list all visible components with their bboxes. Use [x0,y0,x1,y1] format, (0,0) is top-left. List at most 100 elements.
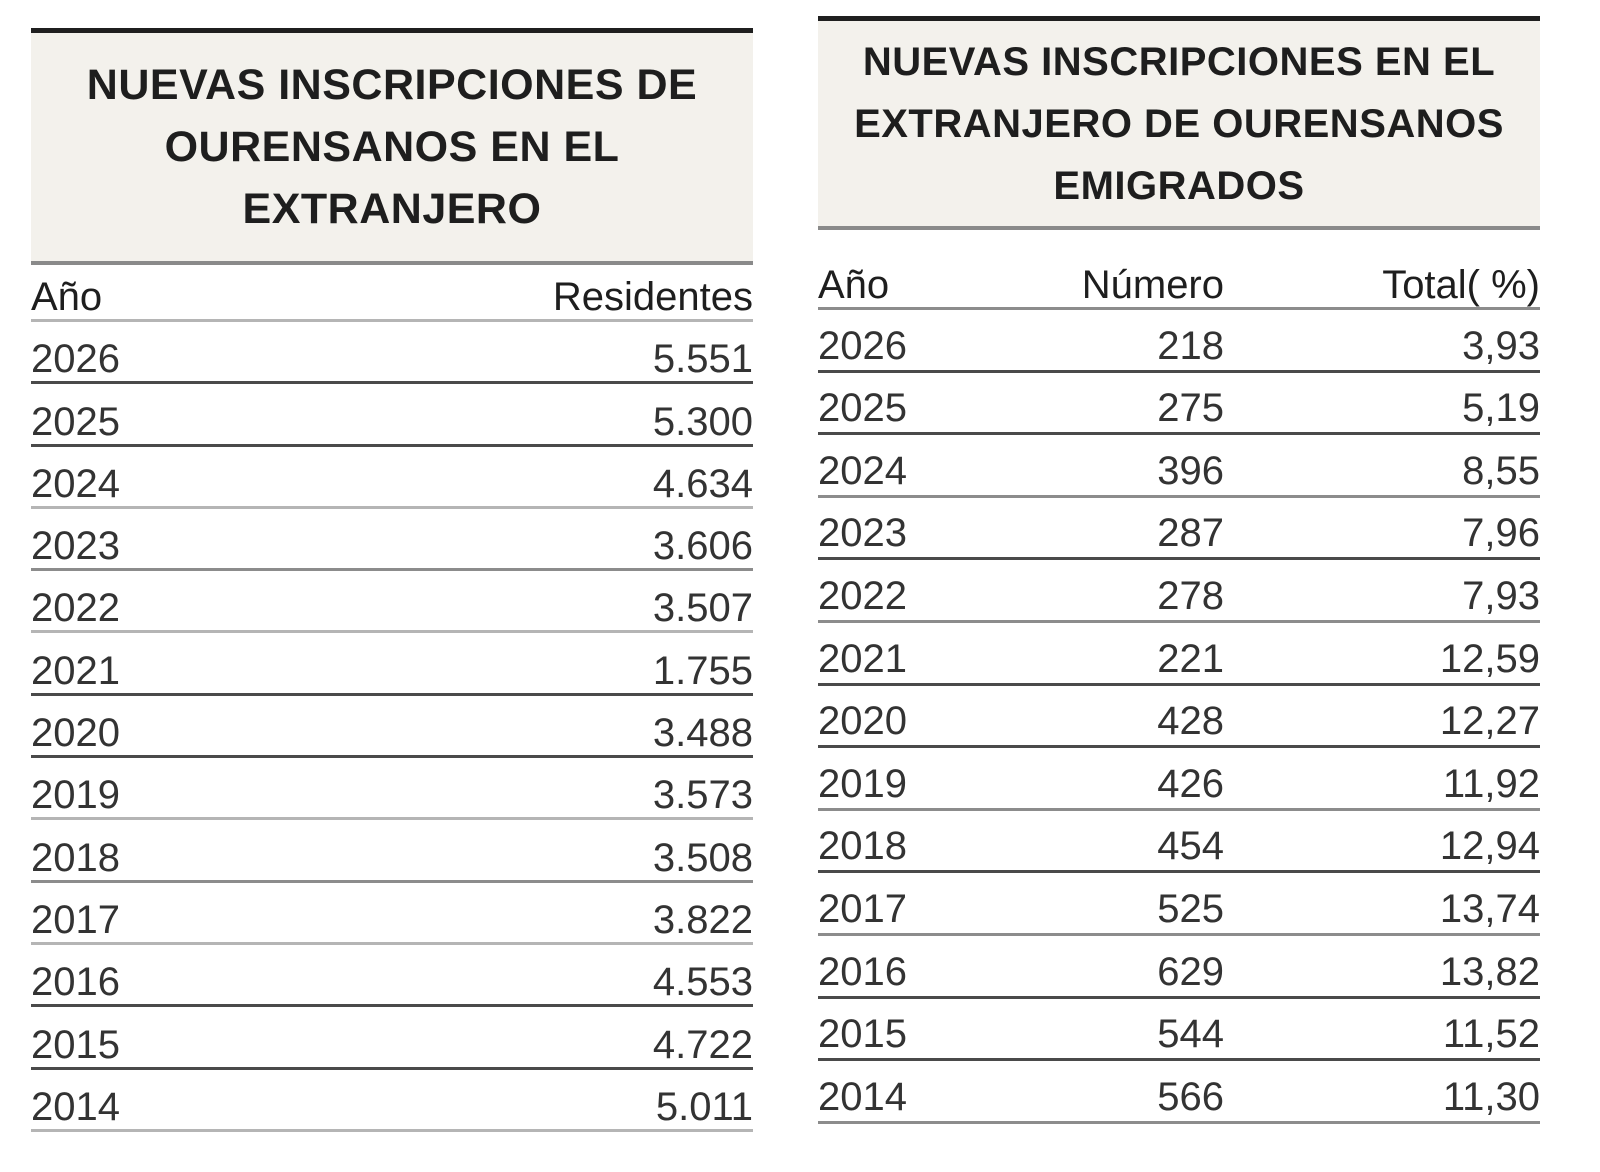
year-cell: 2022 [818,573,907,618]
residentes-cell: 3.606 [652,524,753,569]
residentes-table-panel: NUEVAS INSCRIPCIONES DE OURENSANOS EN EL… [31,28,753,1132]
numero-cell: 221 [1157,636,1224,681]
table-row: 2026 5.551 [31,322,753,385]
column-header-residentes: Residentes [552,275,753,319]
table-row: 2026 218 3,93 [818,310,1540,373]
emigrados-table: Año Número Total( %) 2026 218 3,93 2025 … [818,230,1540,1124]
numero-cell: 426 [1157,761,1224,806]
residentes-cell: 5.300 [652,399,753,444]
numero-cell: 629 [1157,949,1224,994]
total-pct-cell: 12,27 [1439,699,1540,744]
table-row: 2020 428 12,27 [818,686,1540,749]
numero-cell: 218 [1157,323,1224,368]
year-cell: 2025 [818,386,907,431]
table-header-row: Año Residentes [31,265,753,322]
numero-cell: 566 [1157,1074,1224,1119]
year-cell: 2018 [31,835,120,880]
table-row: 2018 454 12,94 [818,811,1540,874]
residentes-cell: 5.551 [652,337,753,382]
table-row: 2022 3.507 [31,571,753,634]
residentes-cell: 1.755 [652,648,753,693]
table-row: 2016 629 13,82 [818,936,1540,999]
year-cell: 2022 [31,586,120,631]
total-pct-cell: 8,55 [1462,448,1540,493]
table-title-box: NUEVAS INSCRIPCIONES EN EL EXTRANJERO DE… [818,16,1540,230]
year-cell: 2021 [31,648,120,693]
total-pct-cell: 5,19 [1462,386,1540,431]
table-row: 2019 426 11,92 [818,748,1540,811]
residentes-cell: 3.488 [652,711,753,756]
year-cell: 2016 [31,960,120,1005]
total-pct-cell: 12,59 [1439,636,1540,681]
year-cell: 2026 [818,323,907,368]
residentes-cell: 5.011 [655,1084,753,1129]
table-row: 2024 4.634 [31,447,753,509]
residentes-table: Año Residentes 2026 5.551 2025 5.300 202… [31,265,753,1132]
numero-cell: 275 [1157,386,1224,431]
residentes-cell: 3.573 [652,773,753,818]
column-header-total-pct: Total( %) [1382,263,1540,307]
year-cell: 2018 [818,824,907,869]
year-cell: 2015 [31,1022,120,1067]
numero-cell: 544 [1157,1012,1224,1057]
year-cell: 2024 [818,448,907,493]
table-row: 2014 566 11,30 [818,1061,1540,1124]
total-pct-cell: 12,94 [1439,824,1540,869]
year-cell: 2017 [818,886,907,931]
table-row: 2021 1.755 [31,633,753,696]
table-row: 2023 287 7,96 [818,498,1540,561]
total-pct-cell: 7,96 [1462,511,1540,556]
table-row: 2025 275 5,19 [818,373,1540,436]
year-cell: 2023 [818,511,907,556]
table-row: 2023 3.606 [31,509,753,572]
table-row: 2022 278 7,93 [818,560,1540,623]
table-title-box: NUEVAS INSCRIPCIONES DE OURENSANOS EN EL… [31,28,753,265]
residentes-cell: 3.508 [652,835,753,880]
table-row: 2024 396 8,55 [818,435,1540,498]
residentes-cell: 3.822 [652,897,753,942]
table-row: 2025 5.300 [31,384,753,447]
residentes-cell: 4.553 [652,960,753,1005]
table-row: 2015 4.722 [31,1007,753,1070]
numero-cell: 278 [1157,573,1224,618]
year-cell: 2014 [818,1074,907,1119]
emigrados-table-panel: NUEVAS INSCRIPCIONES EN EL EXTRANJERO DE… [818,16,1540,1124]
total-pct-cell: 11,92 [1442,761,1540,806]
table-row: 2017 525 13,74 [818,873,1540,936]
numero-cell: 454 [1157,824,1224,869]
residentes-cell: 4.722 [652,1022,753,1067]
column-header-numero: Número [1081,263,1224,307]
column-header-year: Año [31,275,103,319]
table-row: 2019 3.573 [31,758,753,821]
table-header-row: Año Número Total( %) [818,230,1540,310]
total-pct-cell: 11,30 [1442,1074,1540,1119]
numero-cell: 287 [1157,511,1224,556]
year-cell: 2025 [31,399,120,444]
total-pct-cell: 11,52 [1442,1012,1540,1057]
table-row: 2018 3.508 [31,820,753,883]
table-row: 2021 221 12,59 [818,623,1540,686]
table-title: NUEVAS INSCRIPCIONES DE OURENSANOS EN EL… [86,61,698,233]
numero-cell: 396 [1157,448,1224,493]
numero-cell: 525 [1157,886,1224,931]
numero-cell: 428 [1157,699,1224,744]
year-cell: 2020 [31,711,120,756]
residentes-cell: 3.507 [652,586,753,631]
total-pct-cell: 3,93 [1462,323,1540,368]
year-cell: 2023 [31,524,120,569]
year-cell: 2015 [818,1012,907,1057]
year-cell: 2026 [31,337,120,382]
residentes-cell: 4.634 [652,461,753,506]
table-row: 2014 5.011 [31,1070,753,1132]
year-cell: 2016 [818,949,907,994]
table-title: NUEVAS INSCRIPCIONES EN EL EXTRANJERO DE… [854,39,1504,208]
table-row: 2015 544 11,52 [818,999,1540,1062]
table-row: 2020 3.488 [31,696,753,759]
total-pct-cell: 13,82 [1439,949,1540,994]
total-pct-cell: 7,93 [1462,573,1540,618]
year-cell: 2024 [31,461,120,506]
column-header-year: Año [818,263,890,307]
year-cell: 2020 [818,699,907,744]
table-row: 2017 3.822 [31,883,753,945]
table-row: 2016 4.553 [31,945,753,1008]
